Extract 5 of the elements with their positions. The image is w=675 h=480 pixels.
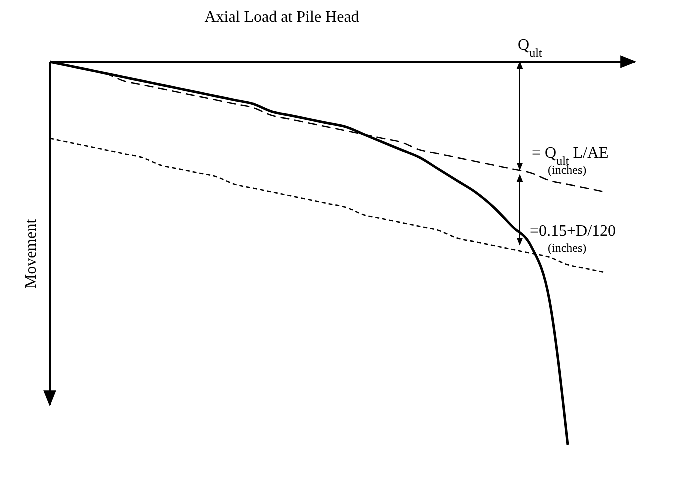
- annotation: =0.15+D/120: [530, 223, 616, 240]
- y-axis-title: Movement: [23, 218, 40, 289]
- text: Q$_{ult}$: [518, 37, 543, 60]
- chart-title: Axial Load at Pile Head: [204, 9, 360, 26]
- annotation: (inches): [548, 241, 587, 255]
